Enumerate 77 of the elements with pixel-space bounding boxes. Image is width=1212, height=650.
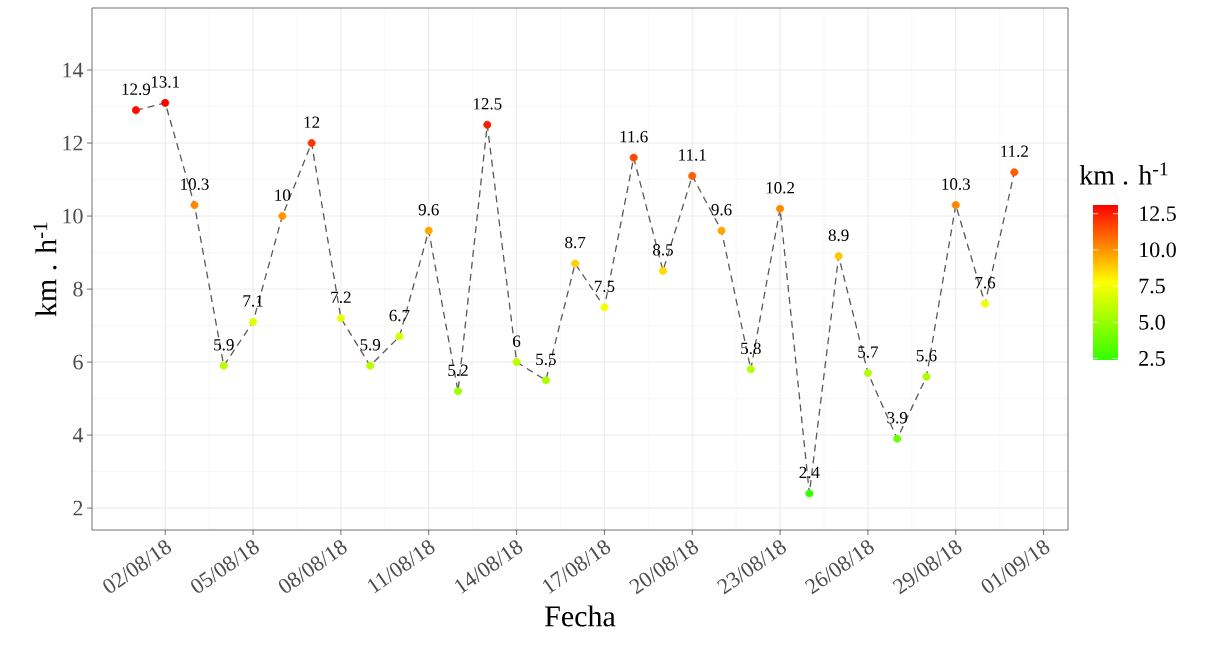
point [424, 226, 433, 235]
data-label: 5.2 [448, 364, 468, 377]
data-label: 10.2 [766, 182, 795, 194]
data-label: 10.3 [181, 178, 209, 190]
point [454, 387, 463, 396]
data-label: 6.7 [389, 309, 410, 322]
point [746, 365, 755, 374]
point [483, 120, 492, 129]
y-tick-label: 2 [73, 500, 83, 516]
point [981, 299, 990, 308]
point [307, 139, 316, 148]
data-label: 5.9 [214, 339, 234, 351]
data-label: 7.2 [331, 291, 351, 304]
data-label: 6 [513, 335, 521, 347]
point [776, 204, 785, 213]
data-label: 9.6 [418, 203, 439, 216]
point [805, 489, 814, 498]
point [893, 434, 902, 443]
point [219, 361, 228, 370]
point [512, 358, 521, 367]
data-label: 5.7 [858, 346, 879, 358]
point [541, 376, 550, 385]
point [336, 314, 345, 323]
y-tick-label: 10 [63, 208, 83, 224]
point [1010, 168, 1019, 177]
data-label: 5.5 [536, 353, 556, 366]
point [922, 372, 931, 381]
data-label: 10.3 [942, 178, 970, 190]
point [717, 226, 726, 235]
point [658, 266, 667, 275]
point [571, 259, 580, 268]
data-label: 8.5 [652, 244, 673, 256]
point [249, 317, 258, 326]
data-label: 12.5 [473, 98, 502, 110]
point [131, 106, 140, 115]
data-label: 11.6 [620, 130, 648, 143]
point [190, 201, 199, 210]
point [951, 201, 960, 210]
data-label: 5.6 [916, 349, 937, 362]
color-bar-label: 2.5 [1139, 351, 1165, 366]
data-label: 3.9 [887, 412, 908, 424]
data-label: 12 [304, 116, 320, 128]
y-axis-title: km . h$^{-1}$ [33, 222, 57, 317]
data-label: 5.9 [360, 339, 381, 351]
x-axis-title: Fecha [545, 605, 616, 627]
data-label: 8.9 [828, 229, 849, 242]
point [600, 303, 609, 312]
data-label: 7.1 [243, 295, 263, 307]
data-label: 7.6 [975, 276, 996, 289]
y-tick-label: 4 [72, 427, 84, 443]
point [366, 361, 375, 370]
color-bar-label: 10.0 [1140, 242, 1176, 258]
point [278, 212, 287, 221]
data-label: 9.6 [711, 203, 732, 216]
data-label: 11.2 [1001, 145, 1028, 158]
data-label: 7.5 [594, 280, 615, 293]
point [688, 171, 697, 180]
data-label: 13.1 [151, 76, 180, 88]
y-tick-label: 14 [63, 62, 84, 78]
color-bar-title: km . h$^{-1}$ [1079, 162, 1168, 185]
point [629, 153, 638, 162]
point [863, 369, 872, 378]
color-bar-label: 12.5 [1140, 206, 1176, 222]
point [161, 98, 170, 107]
color-bar-label: 7.5 [1139, 278, 1165, 294]
color-bar-label: 5.0 [1139, 314, 1165, 330]
y-tick-label: 12 [63, 135, 83, 151]
y-tick-label: 6 [73, 354, 83, 370]
data-label: 11.1 [679, 149, 706, 161]
data-label: 12.9 [122, 83, 151, 95]
point [395, 332, 404, 341]
data-label: 5.8 [741, 342, 761, 355]
y-tick-label: 8 [73, 281, 83, 297]
point [834, 252, 843, 261]
data-label: 10 [275, 189, 291, 201]
data-label: 2.4 [799, 466, 820, 479]
data-label: 8.7 [565, 236, 586, 249]
